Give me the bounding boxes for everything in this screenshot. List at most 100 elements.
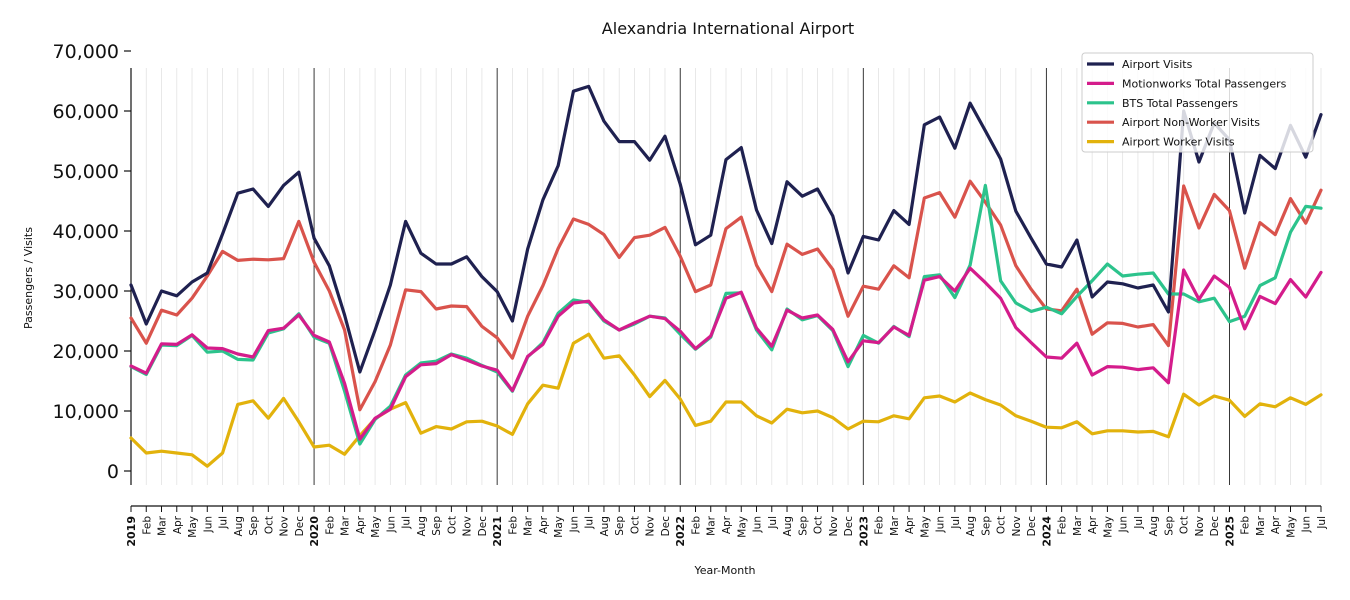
x-tick-label: Jul xyxy=(1316,516,1328,530)
x-tick-label: Jun xyxy=(202,516,214,533)
x-tick-label: Mar xyxy=(523,515,535,535)
x-tick-label: 2022 xyxy=(674,516,687,547)
legend-entry: Motionworks Total Passengers xyxy=(1122,77,1287,90)
legend-entry: Airport Worker Visits xyxy=(1122,136,1235,149)
x-tick-label: Sep xyxy=(614,516,626,536)
x-tick-label: Jun xyxy=(935,516,947,533)
x-tick-label: Sep xyxy=(797,516,809,536)
x-tick-label: Mar xyxy=(706,515,718,535)
x-tick-label: Jul xyxy=(218,516,230,530)
x-tick-label: Nov xyxy=(1011,516,1023,537)
x-tick-label: Aug xyxy=(233,516,245,537)
x-tick-label: May xyxy=(553,516,565,538)
x-tick-label: Dec xyxy=(1026,516,1038,537)
y-axis: 0 10,000 20,000 30,000 40,000 50,000 60,000 70,… xyxy=(53,41,132,485)
x-tick-label: Dec xyxy=(660,516,672,537)
x-tick-label: Oct xyxy=(446,516,458,534)
x-tick-label: May xyxy=(1285,516,1297,538)
x-tick-label: Oct xyxy=(263,516,275,534)
x-tick-label: Jul xyxy=(401,516,413,530)
x-axis-label: Year-Month xyxy=(693,564,755,577)
x-tick-label: Dec xyxy=(477,516,489,537)
y-axis-label: Passengers / Visits xyxy=(22,227,35,329)
x-tick-label: Dec xyxy=(843,516,855,537)
x-tick-label: Feb xyxy=(1240,516,1252,535)
x-tick-label: Jun xyxy=(1118,516,1130,533)
series-group xyxy=(129,84,1323,468)
x-tick-label: Apr xyxy=(172,515,184,534)
x-tick-label: Mar xyxy=(157,515,169,535)
x-tick-label: May xyxy=(1102,516,1114,538)
x-tick-label: Sep xyxy=(980,516,992,536)
x-tick-label: Jun xyxy=(1301,516,1313,533)
x-tick-label: 2025 xyxy=(1223,516,1236,547)
x-tick-label: May xyxy=(370,516,382,538)
y-tick-label: 0 xyxy=(107,461,119,483)
legend-entry: BTS Total Passengers xyxy=(1122,97,1238,110)
legend-box xyxy=(1081,52,1314,153)
x-tick-label: Oct xyxy=(1179,516,1191,534)
x-tick-label: Nov xyxy=(279,516,291,537)
x-tick-label: Jun xyxy=(568,516,580,533)
x-tick-label: Feb xyxy=(1057,516,1069,535)
x-tick-label: Oct xyxy=(813,516,825,534)
x-tick-label: Mar xyxy=(889,515,901,535)
series-line-airport-visits xyxy=(129,84,1323,374)
series-line-motionworks-total-passengers xyxy=(129,266,1323,441)
x-tick-label: Feb xyxy=(690,516,702,535)
x-tick-label: Dec xyxy=(294,516,306,537)
x-tick-label: Oct xyxy=(996,516,1008,534)
legend-entry: Airport Non-Worker Visits xyxy=(1122,116,1260,129)
x-tick-label: Aug xyxy=(416,516,428,537)
x-tick-label: May xyxy=(736,516,748,538)
x-tick-label: Nov xyxy=(645,516,657,537)
y-tick-label: 40,000 xyxy=(53,221,119,243)
x-tick-label: Aug xyxy=(965,516,977,537)
x-tick-label: Aug xyxy=(782,516,794,537)
x-tick-label: Jul xyxy=(767,516,779,530)
y-tick-label: 60,000 xyxy=(53,101,119,123)
x-tick-label: Apr xyxy=(1087,515,1099,534)
x-tick-label: Feb xyxy=(507,516,519,535)
x-tick-label: Mar xyxy=(1255,515,1267,535)
x-tick-label: Oct xyxy=(629,516,641,534)
x-tick-label: Sep xyxy=(248,516,260,536)
x-tick-label: Sep xyxy=(1163,516,1175,536)
y-tick-label: 50,000 xyxy=(53,161,119,183)
x-tick-label: Nov xyxy=(828,516,840,537)
y-tick-label: 30,000 xyxy=(53,281,119,303)
x-tick-label: Apr xyxy=(1270,515,1282,534)
x-tick-label: Dec xyxy=(1209,516,1221,537)
series-line-airport-worker-visits xyxy=(129,332,1323,468)
x-tick-label: 2021 xyxy=(491,516,504,547)
x-tick-label: Apr xyxy=(538,515,550,534)
x-tick-label: Feb xyxy=(141,516,153,535)
x-tick-label: Nov xyxy=(1194,516,1206,537)
x-tick-label: Mar xyxy=(340,515,352,535)
x-tick-label: Feb xyxy=(324,516,336,535)
x-tick-label: May xyxy=(187,516,199,538)
x-tick-label: Jun xyxy=(752,516,764,533)
x-axis: 2019 Feb Mar Apr May Jun Jul Aug Sep Oct Nov Dec 202… xyxy=(125,505,1328,547)
x-tick-label: Apr xyxy=(721,515,733,534)
x-tick-label: Aug xyxy=(599,516,611,537)
y-tick-label: 10,000 xyxy=(53,401,119,423)
chart-grid xyxy=(130,68,1322,485)
x-tick-label: Aug xyxy=(1148,516,1160,537)
legend-entry: Airport Visits xyxy=(1122,58,1193,71)
x-tick-label: 2023 xyxy=(857,516,870,547)
series-line-airport-non-worker-visits xyxy=(129,179,1323,412)
x-tick-label: Feb xyxy=(874,516,886,535)
chart-title: Alexandria International Airport xyxy=(602,19,854,38)
legend: Airport Visits Motionworks Total Passenge… xyxy=(1081,52,1314,153)
x-tick-label: Mar xyxy=(1072,515,1084,535)
x-tick-label: 2024 xyxy=(1040,516,1053,547)
x-tick-label: Jul xyxy=(584,516,596,530)
x-tick-label: Jun xyxy=(385,516,397,533)
x-tick-label: Apr xyxy=(904,515,916,534)
x-tick-label: Jul xyxy=(1133,516,1145,530)
x-tick-label: 2020 xyxy=(308,516,321,547)
x-tick-label: Sep xyxy=(431,516,443,536)
x-tick-label: Nov xyxy=(462,516,474,537)
